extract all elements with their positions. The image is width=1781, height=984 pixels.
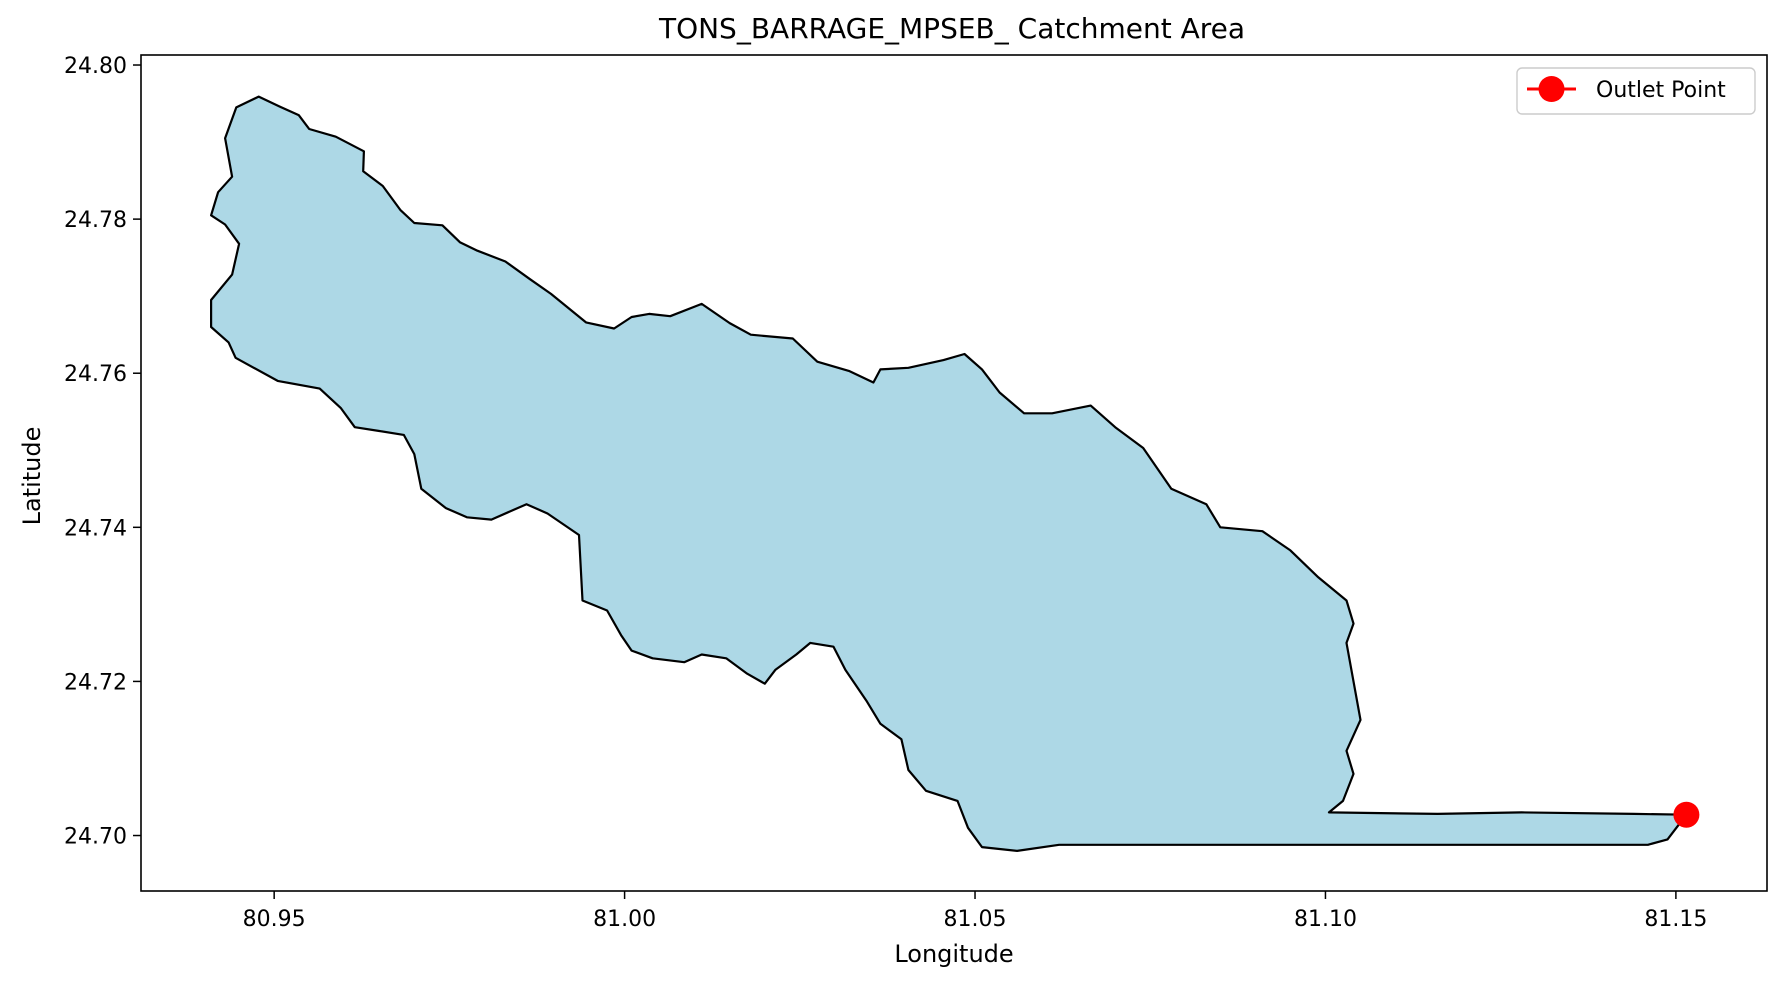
y-tick-label: 24.72 bbox=[64, 670, 127, 695]
legend-label: Outlet Point bbox=[1596, 78, 1726, 103]
legend-box bbox=[1516, 67, 1756, 115]
legend: Outlet Point bbox=[1516, 67, 1756, 115]
plot-area bbox=[140, 54, 1768, 892]
outlet-point-marker bbox=[1673, 801, 1700, 828]
y-axis-ticks: 24.70 24.72 24.74 24.76 24.78 24.80 bbox=[64, 54, 141, 850]
chart-title: TONS_BARRAGE_MPSEB_ Catchment Area bbox=[658, 12, 1245, 45]
y-tick-label: 24.70 bbox=[64, 825, 127, 850]
y-tick-label: 24.78 bbox=[64, 208, 127, 233]
x-tick-label: 81.00 bbox=[593, 907, 656, 932]
x-axis-ticks: 80.95 81.00 81.05 81.10 81.15 bbox=[243, 891, 1707, 932]
x-axis-label: Longitude bbox=[894, 940, 1013, 968]
legend-marker-icon bbox=[1538, 76, 1565, 102]
y-axis-label: Latitude bbox=[18, 427, 46, 526]
x-tick-label: 81.15 bbox=[1644, 907, 1707, 932]
x-tick-label: 81.10 bbox=[1294, 907, 1357, 932]
y-tick-label: 24.80 bbox=[64, 54, 127, 79]
x-tick-label: 81.05 bbox=[944, 907, 1007, 932]
axes-frame bbox=[140, 54, 1768, 892]
catchment-area-polygon bbox=[210, 95, 1688, 852]
x-tick-label: 80.95 bbox=[243, 907, 306, 932]
y-tick-label: 24.76 bbox=[64, 362, 127, 387]
y-tick-label: 24.74 bbox=[64, 516, 127, 541]
